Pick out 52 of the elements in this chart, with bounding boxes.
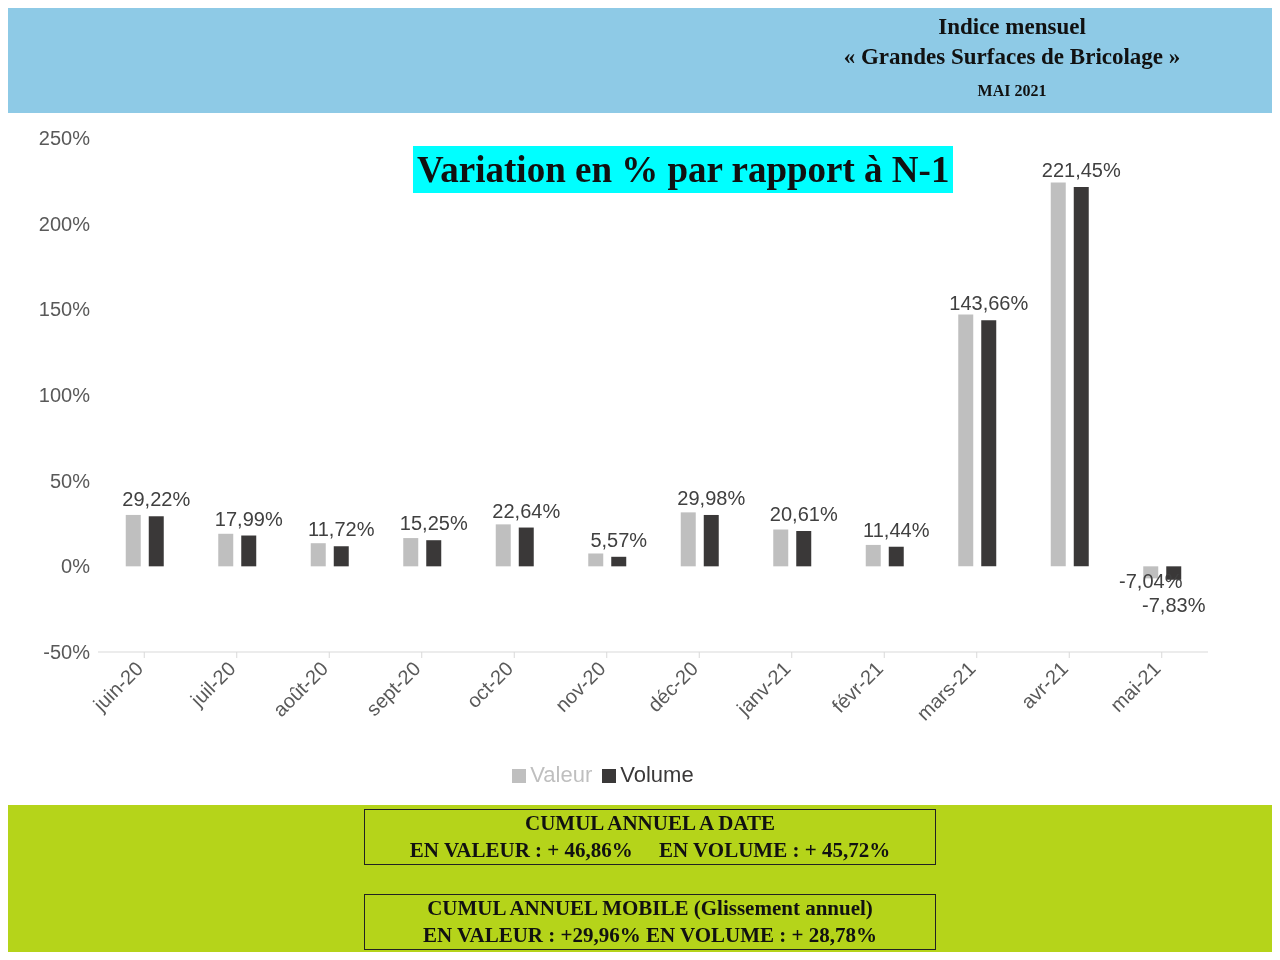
data-label: 11,72%: [308, 518, 375, 541]
bar: [333, 546, 349, 567]
legend-label: Volume: [620, 762, 694, 787]
data-label: -7,83%: [1142, 594, 1206, 617]
text: « Grandes Surfaces de Bricolage »: [842, 44, 1182, 70]
bar: [958, 314, 974, 567]
bar: [796, 531, 812, 567]
data-label: -7,04%: [1119, 570, 1183, 593]
y-tick-label: 150%: [38, 298, 91, 321]
legend-label: Valeur: [530, 762, 593, 787]
bar: [981, 320, 997, 567]
bar: [1050, 182, 1066, 567]
bar: [865, 544, 881, 567]
y-tick-label: 250%: [38, 127, 91, 150]
text: Indice mensuel: [937, 14, 1087, 40]
text: EN VALEUR : + 46,86% EN VOLUME : + 45,72%: [408, 837, 892, 864]
bar: [888, 546, 904, 567]
y-tick-label: -50%: [43, 641, 91, 664]
bar: [148, 516, 164, 567]
data-label: 29,98%: [677, 486, 746, 509]
data-label: 5,57%: [590, 528, 648, 551]
data-label: 17,99%: [214, 507, 283, 530]
chart-title: Variation en % par rapport à N-1: [413, 146, 954, 193]
data-label: 15,25%: [399, 512, 468, 535]
bar: [125, 514, 141, 567]
bar: [773, 529, 789, 567]
bar: [703, 514, 719, 567]
text: EN VALEUR : +29,96% EN VOLUME : + 28,78%: [421, 922, 879, 949]
bar: [310, 543, 326, 567]
text: MAI 2021: [976, 82, 1048, 100]
y-tick-label: 0%: [61, 555, 91, 578]
bar: [218, 533, 234, 567]
data-label: 221,45%: [1041, 158, 1121, 181]
data-label: 20,61%: [769, 503, 838, 526]
y-tick-label: 50%: [49, 469, 91, 492]
bar: [495, 524, 511, 567]
bar: [518, 527, 534, 567]
bar: [588, 553, 604, 567]
text: CUMUL ANNUEL MOBILE (Glissement annuel): [426, 895, 874, 922]
y-tick-label: 100%: [38, 384, 91, 407]
bar: [680, 512, 696, 567]
bar: [426, 540, 442, 567]
data-label: 29,22%: [122, 488, 191, 511]
bar: [611, 556, 627, 567]
data-label: 22,64%: [492, 499, 561, 522]
bar: [403, 538, 419, 567]
bar: [1073, 186, 1089, 567]
data-label: 11,44%: [863, 518, 930, 541]
bar: [241, 535, 257, 567]
text: CUMUL ANNUEL A DATE: [524, 810, 776, 837]
y-tick-label: 200%: [38, 212, 91, 235]
data-label: 143,66%: [949, 292, 1029, 315]
